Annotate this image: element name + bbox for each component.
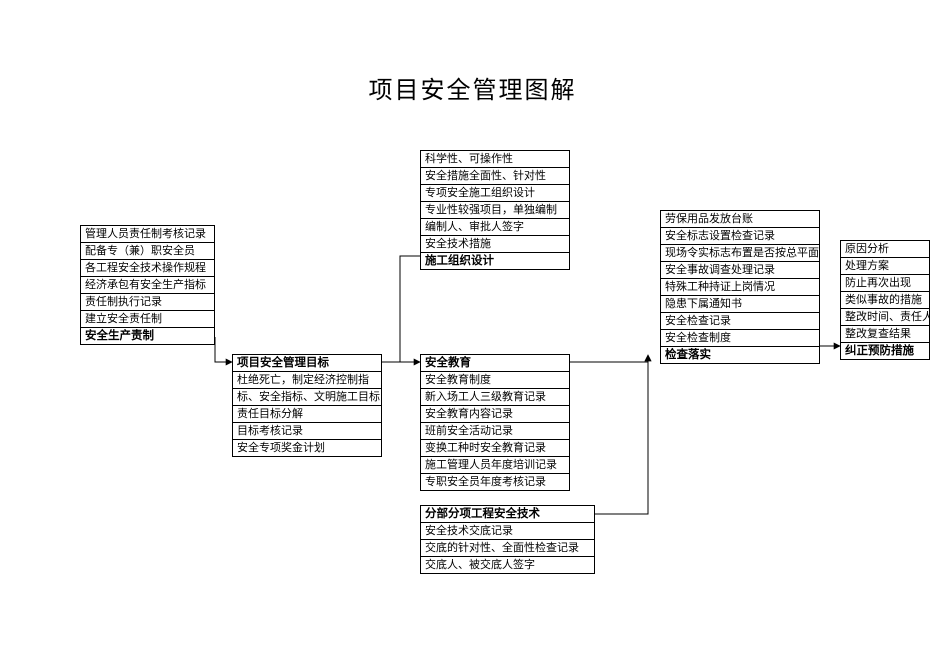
node-subdivision-safety-tech: 分部分项工程安全技术 安全技术交底记录 交底的针对性、全面性检查记录 交底人、被… [420,505,595,574]
node-row: 责任制执行记录 [81,294,214,311]
node-row: 整改复查结果 [841,326,929,343]
node-row: 科学性、可操作性 [421,151,569,168]
node-row: 配备专（兼）职安全员 [81,243,214,260]
node-title: 施工组织设计 [421,253,569,269]
node-row: 编制人、审批人签字 [421,219,569,236]
node-row: 劳保用品发放台账 [661,211,819,228]
node-row: 经济承包有安全生产指标 [81,277,214,294]
node-row: 安全教育制度 [421,372,569,389]
node-row: 安全技术措施 [421,236,569,253]
node-row: 专业性较强项目，单独编制 [421,202,569,219]
node-row: 原因分析 [841,241,929,258]
node-row: 安全教育内容记录 [421,406,569,423]
node-safety-education: 安全教育 安全教育制度 新入场工人三级教育记录 安全教育内容记录 班前安全活动记… [420,354,570,491]
node-inspection-impl: 劳保用品发放台账 安全标志设置检查记录 现场令实标志布置是否按总平面图 安全事故… [660,210,820,364]
node-title: 项目安全管理目标 [233,355,381,372]
node-row: 安全检查制度 [661,330,819,347]
node-corrective-prevent: 原因分析 处理方案 防止再次出现 类似事故的措施 整改时间、责任人 整改复查结果… [840,240,930,360]
node-row: 新入场工人三级教育记录 [421,389,569,406]
node-row: 各工程安全技术操作规程 [81,260,214,277]
node-project-safety-target: 项目安全管理目标 杜绝死亡，制定经济控制指 标、安全指标、文明施工目标 责任目标… [232,354,382,457]
node-row: 变换工种时安全教育记录 [421,440,569,457]
node-row: 目标考核记录 [233,423,381,440]
node-row: 整改时间、责任人 [841,309,929,326]
node-title: 安全教育 [421,355,569,372]
node-row: 安全事故调查处理记录 [661,262,819,279]
node-row: 隐患下属通知书 [661,296,819,313]
node-row: 施工管理人员年度培训记录 [421,457,569,474]
node-title: 安全生产责制 [81,328,214,344]
node-title: 检查落实 [661,347,819,363]
node-row: 交底的针对性、全面性检查记录 [421,540,594,557]
node-row: 安全专项奖金计划 [233,440,381,456]
diagram-title: 项目安全管理图解 [0,70,945,105]
node-row: 类似事故的措施 [841,292,929,309]
node-row: 杜绝死亡，制定经济控制指 [233,372,381,389]
node-row: 管理人员责任制考核记录 [81,226,214,243]
edge [595,355,648,514]
node-row: 安全技术交底记录 [421,523,594,540]
node-row: 特殊工种持证上岗情况 [661,279,819,296]
node-row: 交底人、被交底人签字 [421,557,594,573]
edge [570,355,648,362]
node-row: 安全措施全面性、针对性 [421,168,569,185]
node-title: 分部分项工程安全技术 [421,506,594,523]
node-row: 专项安全施工组织设计 [421,185,569,202]
edge [215,337,232,362]
node-row: 现场令实标志布置是否按总平面图 [661,245,819,262]
diagram-canvas: 项目安全管理图解 管理人员责任制考核记录 配备专（兼）职安全员 各工程安全技术操… [0,0,945,669]
node-row: 建立安全责任制 [81,311,214,328]
node-row: 班前安全活动记录 [421,423,569,440]
node-row: 标、安全指标、文明施工目标 [233,389,381,406]
node-construction-org-design: 科学性、可操作性 安全措施全面性、针对性 专项安全施工组织设计 专业性较强项目，… [420,150,570,270]
node-row: 处理方案 [841,258,929,275]
node-row: 专职安全员年度考核记录 [421,474,569,490]
node-safety-production: 管理人员责任制考核记录 配备专（兼）职安全员 各工程安全技术操作规程 经济承包有… [80,225,215,345]
node-title: 纠正预防措施 [841,343,929,359]
node-row: 防止再次出现 [841,275,929,292]
node-row: 安全检查记录 [661,313,819,330]
node-row: 责任目标分解 [233,406,381,423]
edge [400,256,420,362]
node-row: 安全标志设置检查记录 [661,228,819,245]
